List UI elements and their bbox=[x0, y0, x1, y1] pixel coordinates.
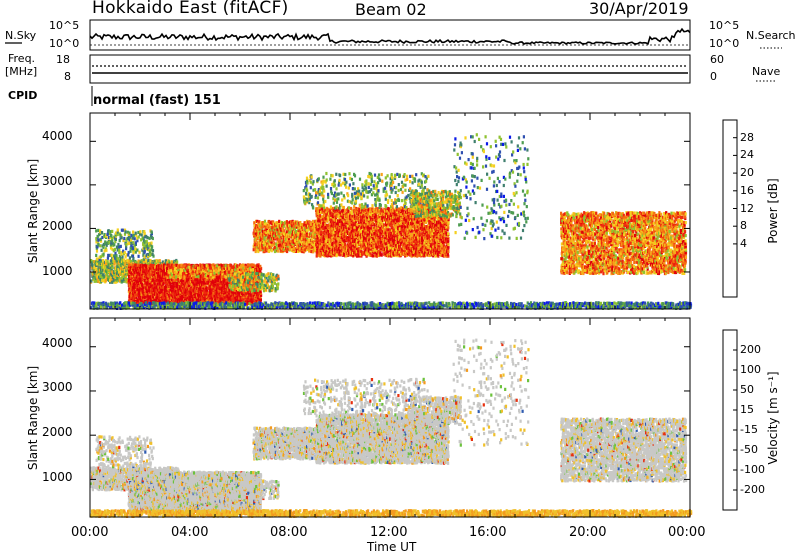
noise-panel bbox=[5, 20, 782, 50]
colorbars bbox=[723, 120, 737, 510]
noise-sky-line bbox=[90, 29, 690, 44]
rti-plot bbox=[0, 0, 800, 554]
power-panel bbox=[90, 113, 692, 310]
frequency-panel bbox=[90, 55, 776, 106]
freq-frame bbox=[90, 55, 690, 83]
velocity-colorbar-frame bbox=[723, 330, 737, 510]
velocity-panel bbox=[90, 318, 692, 518]
